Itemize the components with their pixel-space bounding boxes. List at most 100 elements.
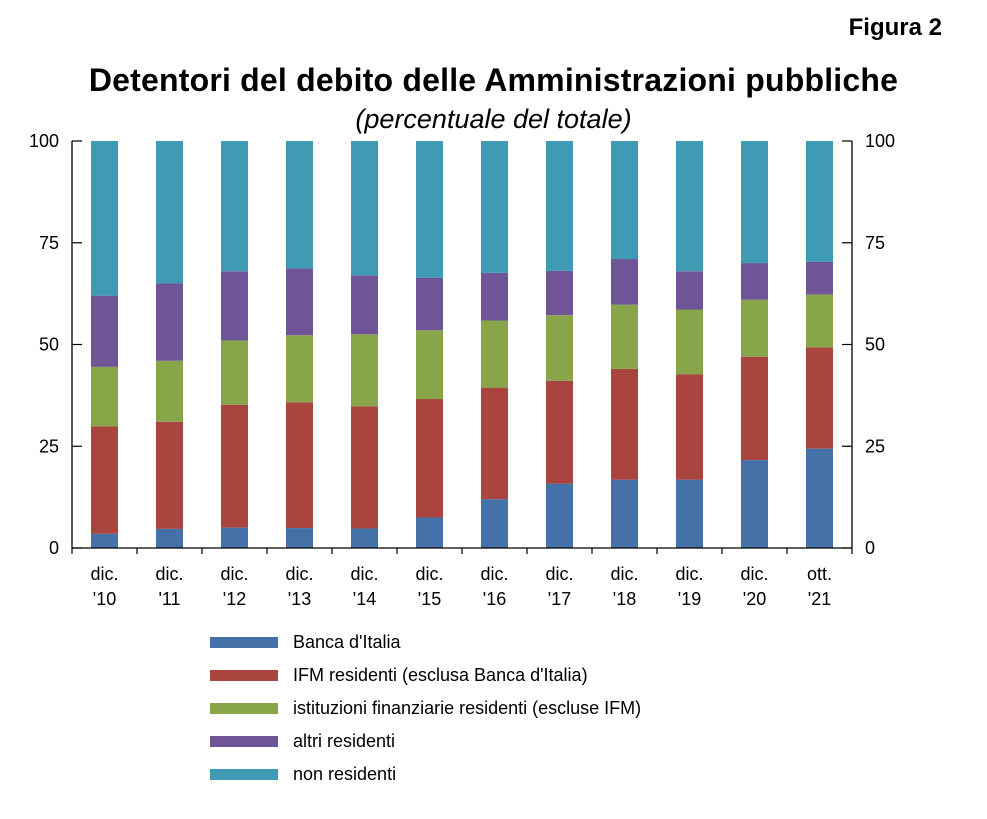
legend-swatch-5 — [210, 769, 278, 780]
legend-swatch-3 — [210, 703, 278, 714]
category-label-1-line-1: dic. — [90, 564, 118, 584]
bar-segment-2-3 — [221, 404, 248, 528]
y-tick-label-left: 25 — [39, 436, 59, 456]
bar-segment-1-8 — [546, 483, 573, 548]
bar-segment-4-9 — [611, 259, 638, 305]
bar-segment-4-6 — [416, 277, 443, 331]
bar-segment-2-9 — [611, 368, 638, 480]
chart-title: Detentori del debito delle Amministrazio… — [88, 62, 899, 98]
bar-segment-4-11 — [741, 263, 768, 300]
bar-segment-3-10 — [676, 309, 703, 375]
bar-segment-2-7 — [481, 387, 508, 500]
bar-segment-5-10 — [676, 141, 703, 272]
bar-segment-1-5 — [351, 528, 378, 548]
category-labels: dic. '10 dic. '11 dic. '12 dic. '13 dic. '14 dic. '… — [90, 564, 832, 609]
category-label-2-line-2: '11 — [158, 589, 180, 609]
ticks-layer: 0 0 25 25 50 50 75 75 100 100 — [29, 131, 895, 558]
bar-segment-5-3 — [221, 141, 248, 272]
legend-swatch-1 — [210, 637, 278, 648]
legend-label-4: altri residenti — [293, 731, 395, 751]
chart-subtitle: (percentuale del totale) — [355, 104, 632, 134]
category-label-4-line-1: dic. — [285, 564, 313, 584]
legend-swatch-2 — [210, 670, 278, 681]
y-tick-label-left: 0 — [49, 538, 59, 558]
bar-segment-1-4 — [286, 528, 313, 548]
legend-label-2: IFM residenti (esclusa Banca d'Italia) — [293, 665, 588, 685]
bar-segment-1-2 — [156, 528, 183, 548]
bar-segment-2-12 — [806, 347, 833, 449]
bar-segment-5-2 — [156, 141, 183, 284]
category-label-8-line-1: dic. — [545, 564, 573, 584]
category-label-4-line-2: '13 — [288, 589, 311, 609]
bar-segment-2-6 — [416, 399, 443, 518]
bar-segment-2-11 — [741, 356, 768, 461]
bar-segment-2-1 — [91, 426, 118, 534]
category-label-7-line-2: '16 — [483, 589, 506, 609]
legend: Banca d'Italia IFM residenti (esclusa Ban… — [210, 632, 641, 784]
bars-layer — [91, 141, 833, 548]
bar-segment-3-8 — [546, 315, 573, 381]
category-label-6-line-1: dic. — [415, 564, 443, 584]
bar-segment-4-2 — [156, 283, 183, 361]
y-tick-label-right: 0 — [865, 538, 875, 558]
bar-segment-2-10 — [676, 374, 703, 480]
figure-label: Figura 2 — [848, 14, 942, 41]
bar-segment-5-11 — [741, 141, 768, 264]
bar-segment-5-6 — [416, 141, 443, 278]
y-tick-label-right: 100 — [865, 131, 895, 151]
legend-label-3: istituzioni finanziarie residenti (esclu… — [293, 698, 641, 718]
bar-segment-1-3 — [221, 527, 248, 548]
bar-segment-4-3 — [221, 271, 248, 341]
category-label-9-line-1: dic. — [610, 564, 638, 584]
bar-segment-3-6 — [416, 330, 443, 400]
bar-segment-4-7 — [481, 272, 508, 321]
y-tick-label-left: 50 — [39, 335, 59, 355]
y-tick-label-left: 100 — [29, 131, 59, 151]
category-label-3-line-2: '12 — [223, 589, 246, 609]
bar-segment-1-10 — [676, 479, 703, 548]
y-tick-label-right: 75 — [865, 233, 885, 253]
category-label-3-line-1: dic. — [220, 564, 248, 584]
bar-segment-5-1 — [91, 141, 118, 296]
legend-label-5: non residenti — [293, 764, 396, 784]
bar-segment-1-12 — [806, 448, 833, 548]
bar-segment-1-6 — [416, 517, 443, 548]
category-label-10-line-1: dic. — [675, 564, 703, 584]
bar-segment-5-9 — [611, 141, 638, 260]
category-label-12-line-2: '21 — [808, 589, 831, 609]
bar-segment-1-11 — [741, 460, 768, 548]
bar-segment-1-9 — [611, 479, 638, 548]
legend-swatch-4 — [210, 736, 278, 747]
bar-segment-5-7 — [481, 141, 508, 273]
bar-segment-1-7 — [481, 499, 508, 548]
bar-segment-3-4 — [286, 335, 313, 403]
category-label-9-line-2: '18 — [613, 589, 636, 609]
bar-segment-5-12 — [806, 141, 833, 262]
legend-label-1: Banca d'Italia — [293, 632, 401, 652]
bar-segment-2-8 — [546, 380, 573, 484]
y-tick-label-right: 25 — [865, 436, 885, 456]
bar-segment-1-1 — [91, 533, 118, 548]
category-label-10-line-2: '19 — [678, 589, 701, 609]
bar-segment-5-4 — [286, 141, 313, 269]
category-label-6-line-2: '15 — [418, 589, 441, 609]
category-label-8-line-2: '17 — [548, 589, 571, 609]
bar-segment-4-8 — [546, 270, 573, 316]
bar-segment-3-3 — [221, 340, 248, 405]
bar-segment-4-10 — [676, 271, 703, 310]
bar-segment-2-4 — [286, 402, 313, 529]
bar-segment-3-9 — [611, 304, 638, 369]
category-label-5-line-2: '14 — [353, 589, 376, 609]
bar-segment-3-5 — [351, 334, 378, 407]
category-label-11-line-2: '20 — [743, 589, 766, 609]
category-label-1-line-2: '10 — [93, 589, 116, 609]
bar-segment-3-1 — [91, 366, 118, 427]
bar-segment-5-5 — [351, 141, 378, 276]
bar-segment-2-5 — [351, 406, 378, 529]
axes-layer — [71, 141, 853, 554]
y-tick-label-left: 75 — [39, 233, 59, 253]
category-label-7-line-1: dic. — [480, 564, 508, 584]
bar-segment-4-1 — [91, 295, 118, 367]
bar-segment-4-4 — [286, 268, 313, 336]
